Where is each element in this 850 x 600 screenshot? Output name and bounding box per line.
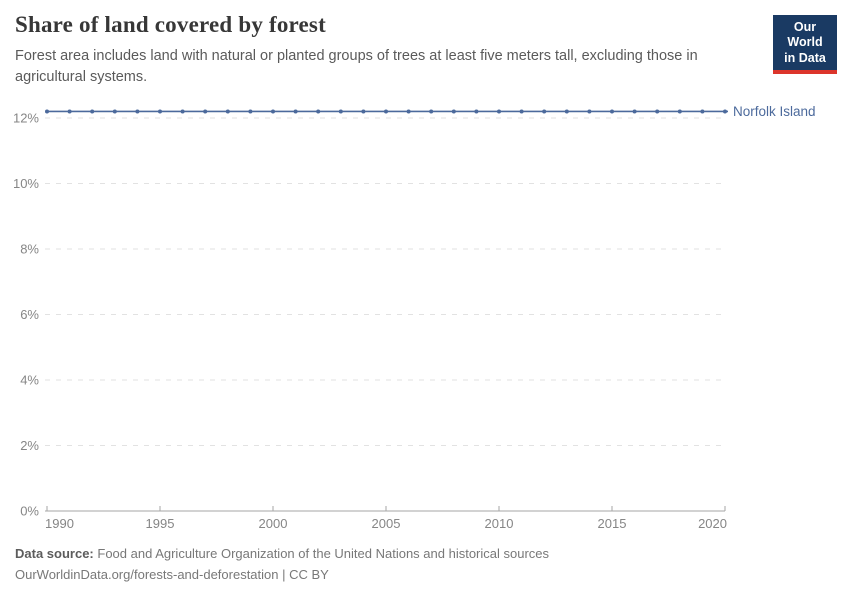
data-point[interactable] bbox=[610, 109, 614, 114]
data-point[interactable] bbox=[112, 109, 117, 114]
data-point[interactable] bbox=[90, 109, 95, 114]
data-point[interactable] bbox=[677, 109, 682, 114]
y-tick-label: 0% bbox=[20, 504, 39, 519]
data-point[interactable] bbox=[406, 109, 411, 114]
data-point[interactable] bbox=[45, 109, 49, 114]
series-label: Norfolk Island bbox=[733, 104, 816, 119]
data-point[interactable] bbox=[316, 109, 321, 114]
data-point[interactable] bbox=[723, 109, 727, 114]
y-tick-label: 8% bbox=[20, 242, 39, 257]
data-point[interactable] bbox=[225, 109, 230, 114]
owid-logo-line2: in Data bbox=[784, 50, 826, 65]
data-point[interactable] bbox=[587, 109, 592, 114]
data-point[interactable] bbox=[158, 109, 162, 114]
data-point[interactable] bbox=[384, 109, 388, 114]
data-point[interactable] bbox=[519, 109, 524, 114]
owid-logo-line1: Our World bbox=[787, 20, 823, 50]
x-tick-label: 1995 bbox=[146, 516, 175, 531]
data-point[interactable] bbox=[248, 109, 253, 114]
x-tick-label: 2015 bbox=[598, 516, 627, 531]
line-chart: 0% 2% 4% 6% 8% 10% 12% 1990 1995 2000 2005 2010 2015… bbox=[13, 104, 816, 531]
data-point[interactable] bbox=[429, 109, 434, 114]
data-point[interactable] bbox=[564, 109, 569, 114]
x-tick-label: 2005 bbox=[372, 516, 401, 531]
data-source-line: Data source: Food and Agriculture Organi… bbox=[15, 543, 549, 564]
y-tick-label: 10% bbox=[13, 176, 39, 191]
license-line[interactable]: OurWorldinData.org/forests-and-deforesta… bbox=[15, 567, 329, 583]
chart-header: Share of land covered by forest Forest a… bbox=[15, 12, 755, 87]
y-tick-label: 4% bbox=[20, 373, 39, 388]
data-point[interactable] bbox=[451, 109, 456, 114]
owid-logo[interactable]: Our World in Data bbox=[773, 15, 837, 74]
data-point[interactable] bbox=[180, 109, 185, 114]
data-point[interactable] bbox=[497, 109, 501, 114]
data-point[interactable] bbox=[700, 109, 705, 114]
data-point[interactable] bbox=[293, 109, 298, 114]
x-tick-label: 2010 bbox=[485, 516, 514, 531]
y-tick-label: 6% bbox=[20, 307, 39, 322]
data-point[interactable] bbox=[338, 109, 343, 114]
data-source-text: Food and Agriculture Organization of the… bbox=[97, 546, 550, 561]
data-point[interactable] bbox=[203, 109, 208, 114]
data-point[interactable] bbox=[67, 109, 72, 114]
data-point[interactable] bbox=[271, 109, 275, 114]
data-source-label: Data source: bbox=[15, 546, 94, 561]
x-tick-label: 2020 bbox=[698, 516, 727, 531]
data-point[interactable] bbox=[632, 109, 637, 114]
data-point[interactable] bbox=[135, 109, 140, 114]
x-tick-label: 1990 bbox=[45, 516, 74, 531]
data-point[interactable] bbox=[542, 109, 547, 114]
data-point[interactable] bbox=[474, 109, 479, 114]
chart-footer: Data source: Food and Agriculture Organi… bbox=[15, 543, 549, 585]
y-tick-label: 2% bbox=[20, 438, 39, 453]
page-title: Share of land covered by forest bbox=[15, 12, 326, 37]
x-tick-label: 2000 bbox=[259, 516, 288, 531]
data-point[interactable] bbox=[655, 109, 660, 114]
y-tick-label: 12% bbox=[13, 111, 39, 126]
chart-subtitle: Forest area includes land with natural o… bbox=[15, 48, 698, 85]
data-point[interactable] bbox=[361, 109, 366, 114]
